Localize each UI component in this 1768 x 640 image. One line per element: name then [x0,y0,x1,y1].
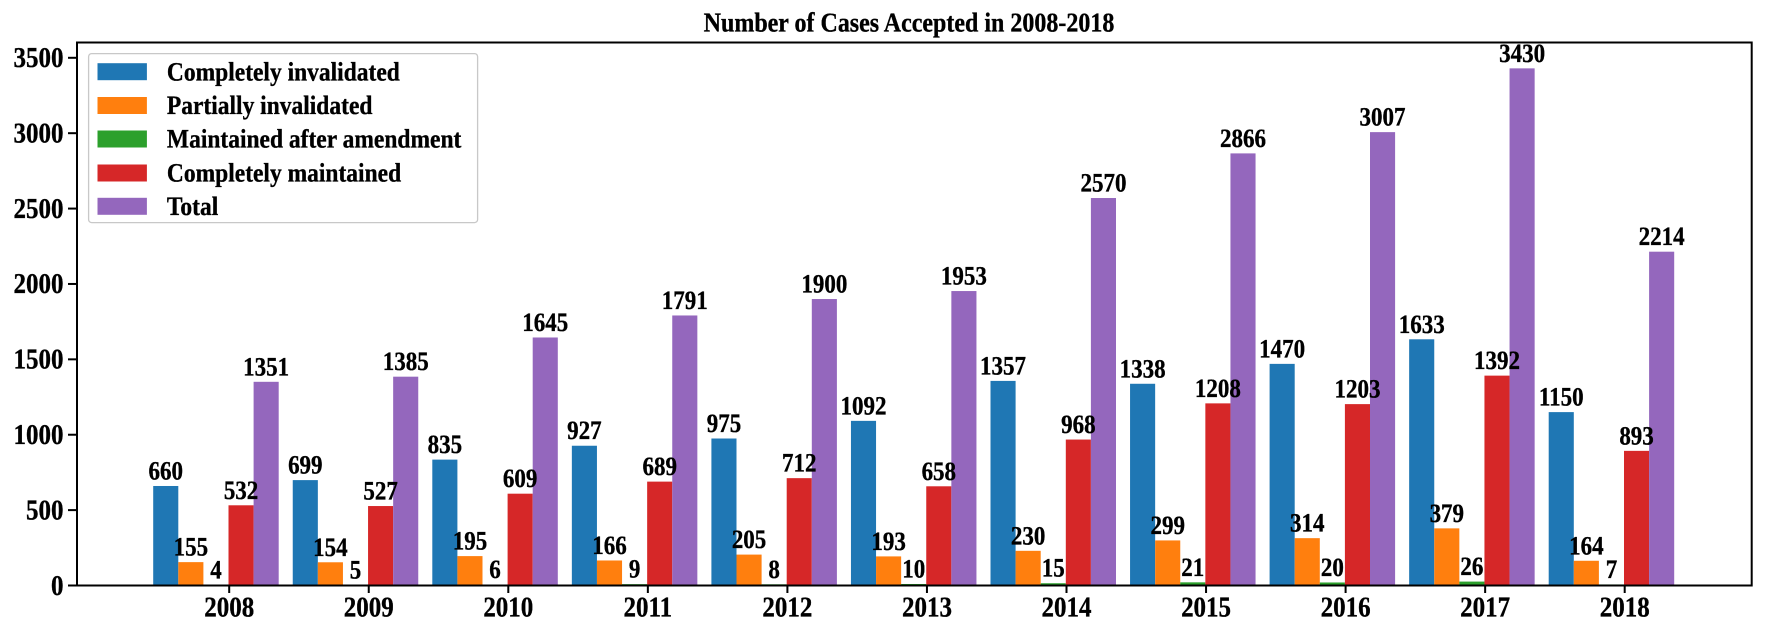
svg-text:1385: 1385 [383,348,429,377]
svg-text:10: 10 [902,555,925,584]
svg-text:527: 527 [363,477,397,506]
svg-text:1900: 1900 [801,270,847,299]
svg-text:927: 927 [567,417,601,446]
svg-text:712: 712 [782,449,816,478]
svg-text:2017: 2017 [1460,591,1510,623]
svg-text:21: 21 [1181,554,1204,583]
svg-text:Total: Total [167,193,218,222]
svg-text:6: 6 [489,556,500,585]
svg-text:2000: 2000 [14,268,64,300]
svg-text:299: 299 [1150,512,1184,541]
svg-text:500: 500 [26,494,63,526]
svg-text:968: 968 [1061,411,1095,440]
svg-text:658: 658 [922,458,956,487]
svg-text:609: 609 [503,465,537,494]
svg-text:660: 660 [149,457,183,486]
svg-text:379: 379 [1430,500,1464,529]
svg-text:8: 8 [768,556,779,585]
svg-text:699: 699 [288,451,322,480]
svg-text:1000: 1000 [14,419,64,451]
svg-text:15: 15 [1042,554,1065,583]
svg-text:2013: 2013 [902,591,952,623]
svg-text:314: 314 [1290,509,1324,538]
svg-text:1338: 1338 [1120,355,1166,384]
svg-text:3430: 3430 [1499,40,1545,69]
svg-text:Completely invalidated: Completely invalidated [167,58,400,87]
svg-text:1150: 1150 [1539,383,1584,412]
svg-text:2008: 2008 [204,591,254,623]
svg-text:193: 193 [871,528,905,557]
svg-text:2016: 2016 [1321,591,1371,623]
svg-text:195: 195 [453,527,487,556]
svg-text:5: 5 [350,556,361,585]
svg-text:975: 975 [707,410,741,439]
svg-text:2015: 2015 [1181,591,1231,623]
svg-text:1791: 1791 [662,287,708,316]
svg-text:230: 230 [1011,522,1045,551]
svg-text:Maintained after amendment: Maintained after amendment [167,125,462,154]
svg-text:3500: 3500 [14,42,64,74]
svg-text:2018: 2018 [1600,591,1650,623]
svg-text:1633: 1633 [1399,311,1445,340]
svg-text:1357: 1357 [980,352,1026,381]
svg-text:4: 4 [210,556,221,585]
svg-text:154: 154 [313,534,347,563]
svg-text:0: 0 [51,569,63,601]
svg-text:1208: 1208 [1195,375,1241,404]
svg-text:3007: 3007 [1360,103,1406,132]
svg-text:3000: 3000 [14,117,64,149]
svg-text:2014: 2014 [1042,591,1092,623]
svg-text:Completely maintained: Completely maintained [167,159,401,188]
svg-text:2570: 2570 [1080,169,1126,198]
svg-text:Number of Cases Accepted in 20: Number of Cases Accepted in 2008-2018 [704,7,1115,38]
svg-text:1392: 1392 [1474,347,1520,376]
svg-text:835: 835 [428,431,462,460]
svg-text:1470: 1470 [1259,335,1305,364]
svg-text:20: 20 [1321,554,1344,583]
svg-text:1092: 1092 [841,392,887,421]
svg-text:2866: 2866 [1220,125,1266,154]
svg-text:164: 164 [1569,532,1603,561]
svg-text:689: 689 [642,453,676,482]
svg-text:26: 26 [1460,553,1483,582]
svg-text:205: 205 [732,526,766,555]
svg-text:1500: 1500 [14,343,64,375]
svg-text:2011: 2011 [624,591,673,623]
svg-text:1645: 1645 [522,309,568,338]
svg-text:166: 166 [592,532,626,561]
svg-text:1203: 1203 [1334,375,1380,404]
svg-text:2500: 2500 [14,192,64,224]
svg-text:Partially invalidated: Partially invalidated [167,92,373,121]
svg-text:2214: 2214 [1639,223,1685,252]
svg-text:532: 532 [224,477,258,506]
svg-text:2010: 2010 [483,591,533,623]
svg-text:2009: 2009 [344,591,394,623]
svg-text:1351: 1351 [243,353,289,382]
svg-text:2012: 2012 [762,591,812,623]
svg-text:9: 9 [629,555,640,584]
svg-text:155: 155 [174,533,208,562]
svg-text:7: 7 [1606,556,1617,585]
svg-text:1953: 1953 [941,262,987,291]
svg-text:893: 893 [1619,422,1653,451]
